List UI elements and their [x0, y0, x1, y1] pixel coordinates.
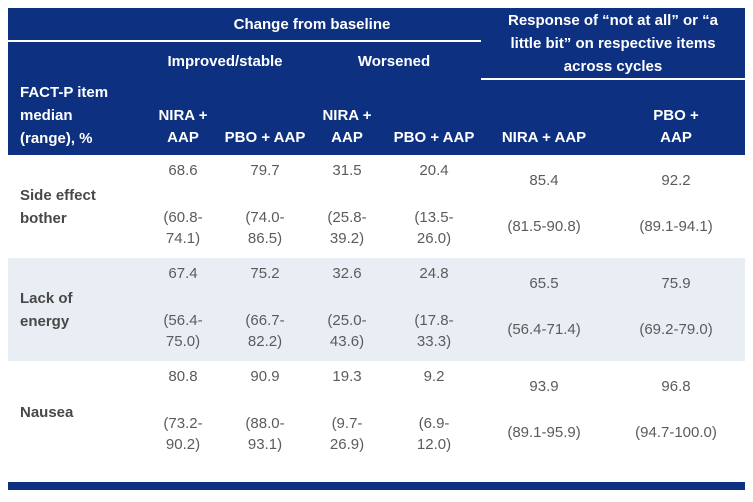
value-cell: 32.6 (25.0- 43.6) [307, 258, 387, 361]
cell-range: (74.0- 86.5) [245, 209, 285, 247]
cell-range: (25.0- 43.6) [327, 312, 367, 350]
cell-value: 32.6 [332, 265, 362, 282]
table-row-side-effect-bother: Side effect bother 68.6 (60.8- 74.1) 79.… [8, 155, 745, 258]
value-cell: 68.6 (60.8- 74.1) [143, 155, 223, 258]
cell-range: (6.9- 12.0) [416, 415, 452, 453]
cell-range: (89.1-95.9) [507, 424, 581, 441]
row-label-cell: Lack of energy [8, 258, 143, 361]
cell-value: 75.2 [250, 265, 280, 282]
cell-value: 68.6 [168, 162, 198, 179]
header-stub-factp-item: FACT-P item median (range), % [8, 80, 143, 155]
cell-range: (60.8- 74.1) [163, 209, 203, 247]
cell-value: 80.8 [168, 368, 198, 385]
cell-range: (94.7-100.0) [635, 424, 717, 441]
cell-range: (88.0- 93.1) [245, 415, 285, 453]
header-change-from-baseline: Change from baseline [143, 8, 482, 42]
row-label: Lack of energy [20, 289, 73, 330]
header-col-pbo-aap-improved: PBO + AAP [223, 80, 307, 155]
value-cell: 31.5 (25.8- 39.2) [307, 155, 387, 258]
header-stub-spacer-2 [8, 42, 143, 80]
value-cell: 93.9 (89.1-95.9) [481, 361, 607, 482]
table-bottom-rule [8, 482, 745, 490]
cell-value: 9.2 [423, 368, 445, 385]
row-label: Side effect bother [20, 186, 96, 227]
table-header: Change from baseline Response of “not at… [8, 8, 746, 155]
value-cell: 90.9 (88.0- 93.1) [223, 361, 307, 482]
cell-range: (9.7- 26.9) [329, 415, 365, 453]
header-col-pbo-aap-response: PBO + AAP [607, 80, 746, 155]
cell-range: (25.8- 39.2) [327, 209, 367, 247]
cell-range: (81.5-90.8) [507, 218, 581, 235]
cell-range: (69.2-79.0) [639, 321, 713, 338]
header-col-nira-aap-response: NIRA + AAP [481, 80, 608, 155]
header-group-row: Change from baseline Response of “not at… [8, 8, 746, 80]
value-cell: 80.8 (73.2- 90.2) [143, 361, 223, 482]
value-cell: 92.2 (89.1-94.1) [607, 155, 745, 258]
value-cell: 79.7 (74.0- 86.5) [223, 155, 307, 258]
header-worsened: Worsened [307, 42, 482, 80]
header-improved-stable: Improved/stable [143, 42, 307, 80]
value-cell: 96.8 (94.7-100.0) [607, 361, 745, 482]
cell-value: 90.9 [250, 368, 280, 385]
cell-value: 79.7 [250, 162, 280, 179]
row-label-cell: Nausea [8, 361, 143, 482]
cell-value: 75.9 [661, 275, 691, 292]
row-label: Nausea [20, 404, 74, 421]
cell-value: 31.5 [332, 162, 362, 179]
cell-value: 24.8 [419, 265, 449, 282]
cell-range: (13.5- 26.0) [414, 209, 454, 247]
cell-range: (89.1-94.1) [639, 218, 713, 235]
cell-value: 65.5 [529, 275, 559, 292]
value-cell: 67.4 (56.4- 75.0) [143, 258, 223, 361]
cell-value: 20.4 [419, 162, 449, 179]
factp-results-table: Change from baseline Response of “not at… [8, 8, 746, 482]
header-response-across-cycles: Response of “not at all” or “a little bi… [481, 8, 746, 80]
cell-value: 92.2 [661, 172, 691, 189]
cell-value: 96.8 [661, 378, 691, 395]
cell-range: (56.4- 75.0) [163, 312, 203, 350]
value-cell: 85.4 (81.5-90.8) [481, 155, 607, 258]
value-cell: 20.4 (13.5- 26.0) [387, 155, 481, 258]
cell-range: (17.8- 33.3) [414, 312, 454, 350]
cell-range: (56.4-71.4) [507, 321, 581, 338]
row-label-cell: Side effect bother [8, 155, 143, 258]
header-col-nira-aap-improved: NIRA + AAP [143, 80, 223, 155]
factp-table-container: Change from baseline Response of “not at… [8, 8, 746, 490]
value-cell: 19.3 (9.7- 26.9) [307, 361, 387, 482]
header-col-nira-aap-worsened: NIRA + AAP [307, 80, 387, 155]
value-cell: 65.5 (56.4-71.4) [481, 258, 608, 361]
header-col-pbo-aap-worsened: PBO + AAP [387, 80, 482, 155]
table-row-lack-of-energy: Lack of energy 67.4 (56.4- 75.0) 75.2 (6… [8, 258, 746, 361]
cell-range: (66.7- 82.2) [245, 312, 285, 350]
header-stub-spacer [8, 8, 143, 42]
cell-value: 93.9 [529, 378, 559, 395]
cell-value: 19.3 [332, 368, 362, 385]
value-cell: 9.2 (6.9- 12.0) [387, 361, 481, 482]
cell-range: (73.2- 90.2) [163, 415, 203, 453]
value-cell: 75.2 (66.7- 82.2) [223, 258, 307, 361]
value-cell: 24.8 (17.8- 33.3) [387, 258, 482, 361]
header-subgroup-row: Improved/stable Worsened [8, 42, 745, 80]
cell-value: 85.4 [529, 172, 559, 189]
cell-value: 67.4 [168, 265, 198, 282]
header-columns-row: FACT-P item median (range), % NIRA + AAP… [8, 80, 746, 155]
table-body: Side effect bother 68.6 (60.8- 74.1) 79.… [8, 155, 746, 482]
value-cell: 75.9 (69.2-79.0) [607, 258, 746, 361]
table-row-nausea: Nausea 80.8 (73.2- 90.2) 90.9 (88.0- 93.… [8, 361, 745, 482]
